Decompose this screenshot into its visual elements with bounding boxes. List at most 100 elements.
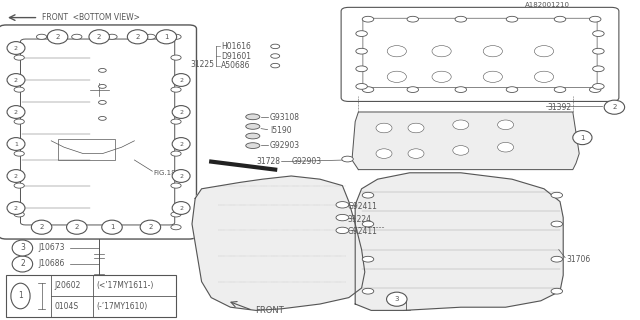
Ellipse shape (12, 240, 33, 256)
Text: 2: 2 (14, 109, 18, 115)
Text: 31392: 31392 (547, 103, 572, 112)
Circle shape (14, 183, 24, 188)
Ellipse shape (432, 46, 451, 57)
Ellipse shape (483, 46, 502, 57)
Circle shape (36, 225, 47, 230)
Circle shape (171, 151, 181, 156)
Circle shape (362, 221, 374, 227)
Text: 2: 2 (97, 34, 101, 40)
Ellipse shape (453, 146, 468, 155)
Text: D91601: D91601 (221, 52, 251, 60)
Text: 2: 2 (179, 109, 183, 115)
Ellipse shape (498, 120, 514, 130)
Text: 31706: 31706 (566, 255, 591, 264)
Ellipse shape (67, 220, 87, 234)
Text: 2: 2 (612, 104, 616, 110)
Circle shape (356, 66, 367, 72)
Bar (6, 275, 176, 317)
Ellipse shape (604, 100, 625, 114)
Polygon shape (352, 112, 579, 170)
Text: FRONT  <BOTTOM VIEW>: FRONT <BOTTOM VIEW> (42, 13, 140, 22)
Text: FIG.180: FIG.180 (154, 170, 180, 176)
Ellipse shape (11, 283, 30, 309)
Ellipse shape (102, 220, 122, 234)
Text: 2: 2 (136, 34, 140, 40)
Circle shape (99, 116, 106, 120)
Text: I5190: I5190 (270, 126, 292, 135)
Ellipse shape (387, 292, 407, 306)
Ellipse shape (172, 138, 190, 150)
Text: 2: 2 (179, 173, 183, 179)
Circle shape (171, 225, 181, 230)
Text: 1: 1 (164, 34, 169, 40)
Circle shape (171, 55, 181, 60)
Circle shape (145, 34, 156, 39)
Text: 2: 2 (20, 260, 25, 268)
Text: A50686: A50686 (221, 61, 250, 70)
Ellipse shape (127, 30, 148, 44)
Circle shape (171, 34, 181, 39)
Circle shape (551, 192, 563, 198)
FancyBboxPatch shape (20, 39, 175, 225)
Circle shape (356, 84, 367, 89)
Ellipse shape (387, 71, 406, 83)
Circle shape (554, 16, 566, 22)
Circle shape (551, 221, 563, 227)
Ellipse shape (172, 170, 190, 182)
Circle shape (589, 87, 601, 92)
Ellipse shape (573, 131, 592, 145)
Ellipse shape (246, 143, 260, 148)
Text: 2: 2 (179, 77, 183, 83)
Text: G92411: G92411 (348, 202, 378, 211)
Circle shape (362, 288, 374, 294)
Ellipse shape (7, 170, 25, 182)
Text: G92903: G92903 (270, 141, 300, 150)
Ellipse shape (156, 30, 177, 44)
Text: (<’17MY1611-): (<’17MY1611-) (96, 281, 154, 290)
Circle shape (593, 48, 604, 54)
Text: 2: 2 (14, 45, 18, 51)
Circle shape (14, 55, 24, 60)
Text: 2: 2 (75, 224, 79, 230)
Circle shape (271, 63, 280, 68)
Circle shape (271, 44, 280, 49)
Ellipse shape (140, 220, 161, 234)
Text: 2: 2 (14, 173, 18, 179)
Ellipse shape (172, 202, 190, 214)
Ellipse shape (7, 202, 25, 214)
Circle shape (107, 225, 117, 230)
Ellipse shape (246, 124, 260, 129)
Circle shape (342, 156, 353, 162)
Ellipse shape (408, 123, 424, 133)
Circle shape (362, 256, 374, 262)
Text: G93108: G93108 (270, 113, 300, 122)
Ellipse shape (31, 220, 52, 234)
Text: 1: 1 (109, 224, 115, 230)
Circle shape (336, 214, 349, 221)
Circle shape (145, 225, 156, 230)
FancyBboxPatch shape (363, 18, 597, 87)
Text: 1: 1 (580, 135, 585, 140)
Circle shape (589, 16, 601, 22)
Ellipse shape (7, 138, 25, 150)
Ellipse shape (172, 106, 190, 118)
Ellipse shape (483, 71, 502, 83)
Text: G92411: G92411 (348, 228, 378, 236)
Circle shape (171, 87, 181, 92)
Circle shape (14, 212, 24, 217)
Circle shape (72, 34, 82, 39)
Circle shape (171, 183, 181, 188)
Text: 2: 2 (56, 34, 60, 40)
Ellipse shape (408, 149, 424, 158)
Circle shape (336, 227, 349, 234)
Ellipse shape (498, 142, 514, 152)
Ellipse shape (47, 30, 68, 44)
Text: 2: 2 (179, 205, 183, 211)
Circle shape (14, 119, 24, 124)
Text: J10673: J10673 (38, 244, 65, 252)
Circle shape (356, 48, 367, 54)
Ellipse shape (7, 74, 25, 86)
Ellipse shape (246, 114, 260, 120)
Text: A182001210: A182001210 (525, 2, 570, 8)
Text: 31224: 31224 (348, 215, 372, 224)
